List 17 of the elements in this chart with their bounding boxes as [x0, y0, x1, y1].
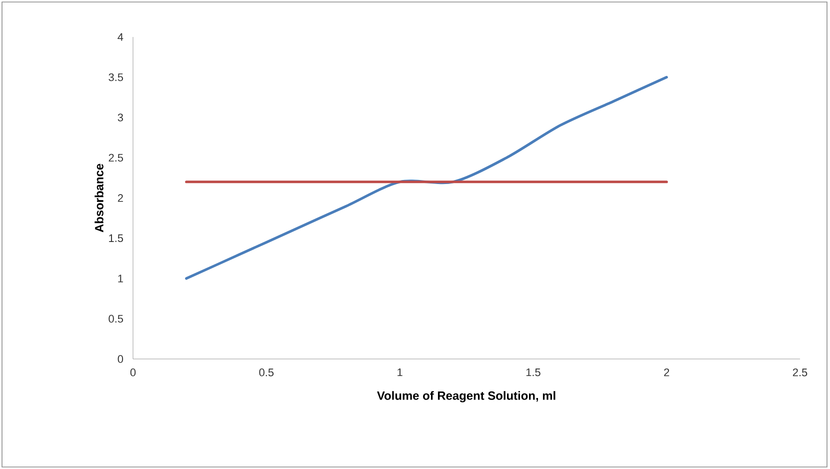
y-tick-label: 3.5: [108, 73, 124, 82]
y-tick-label: 2: [118, 194, 123, 202]
y-tick-label: 1.5: [109, 234, 124, 242]
x-tick-label: 1.5: [526, 368, 540, 376]
x-tick-label: 2: [664, 368, 670, 376]
y-tick-label: 3: [118, 114, 124, 122]
x-axis-title: Volume of Reagent Solution, ml: [377, 391, 556, 402]
x-tick-label: 2.5: [792, 368, 808, 376]
y-tick-label: 4: [118, 33, 124, 41]
x-tick-label: 1: [398, 368, 402, 376]
y-tick-label: 0.5: [108, 314, 124, 323]
y-tick-label: 0: [118, 355, 124, 363]
x-tick-label: 0: [130, 368, 136, 376]
y-tick-label: 1: [118, 274, 123, 282]
y-axis-title: Absorbance: [94, 164, 104, 232]
x-tick-label: 0.5: [259, 368, 274, 376]
y-tick-label: 2.5: [108, 154, 124, 162]
